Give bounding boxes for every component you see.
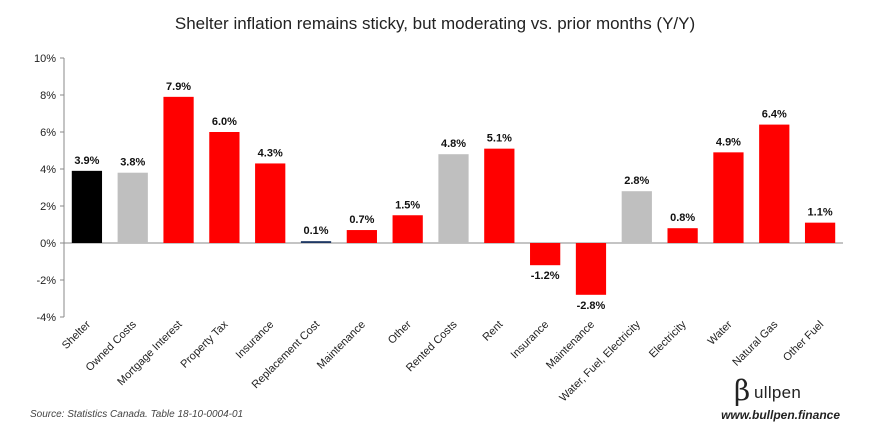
x-tick-label: Electricity [647,318,689,360]
data-label: 4.9% [716,136,741,148]
data-label: 0.1% [303,225,328,237]
data-label: 0.7% [349,214,374,226]
y-tick-label: 4% [40,164,56,176]
x-tick-label: Water [706,318,735,347]
data-label: 3.8% [120,157,145,169]
y-tick-label: 6% [40,127,56,139]
data-label: 6.4% [762,109,787,121]
bar [530,243,561,266]
x-tick-label: Maintenance [315,319,368,372]
x-tick-label: Insurance [234,319,277,362]
brand-beta-glyph: β [734,374,751,407]
x-tick-label: Water, Fuel, Electricity [557,318,643,404]
x-tick-label: Other Fuel [781,319,826,364]
website-url: www.bullpen.finance [721,408,840,422]
chart-title: Shelter inflation remains sticky, but mo… [174,14,696,33]
x-tick-label: Property Tax [178,318,230,370]
data-label: -1.2% [531,270,560,282]
y-tick-label: -4% [36,312,56,324]
bar [438,154,469,243]
data-label: 1.5% [395,199,420,211]
data-label: 0.8% [670,212,695,224]
bar [759,124,790,243]
x-tick-label: Natural Gas [730,318,780,368]
y-tick-label: -2% [36,275,56,287]
data-label: 5.1% [487,133,512,145]
data-label: 7.9% [166,81,191,93]
data-label: 6.0% [212,116,237,128]
source-note: Source: Statistics Canada. Table 18-10-0… [30,409,244,420]
bar [300,241,332,243]
data-label: 4.8% [441,138,466,150]
x-tick-label: Shelter [60,318,93,351]
bar [346,230,377,243]
brand-name: ullpen [754,383,802,402]
bar [209,132,240,243]
bar [392,215,423,243]
bar [667,228,698,243]
bar [713,152,744,243]
bullpen-logo: β ullpen [734,374,844,407]
bar [804,222,836,243]
data-label: -2.8% [577,300,606,312]
bar [163,96,194,243]
bar [621,191,652,243]
data-label: 4.3% [258,147,283,159]
x-tick-label: Insurance [509,319,552,362]
x-tick-label: Other [386,318,414,346]
y-tick-label: 0% [40,238,56,250]
y-tick-label: 2% [40,201,56,213]
x-tick-label: Rent [481,319,506,344]
bar [575,243,607,295]
data-label: 1.1% [808,207,833,219]
bar [71,170,103,243]
y-tick-label: 8% [40,90,56,102]
bar [255,163,286,243]
data-label: 2.8% [624,175,649,187]
y-tick-label: 10% [34,53,56,65]
bar [117,172,148,243]
bar [484,148,515,243]
data-label: 3.9% [74,155,99,167]
